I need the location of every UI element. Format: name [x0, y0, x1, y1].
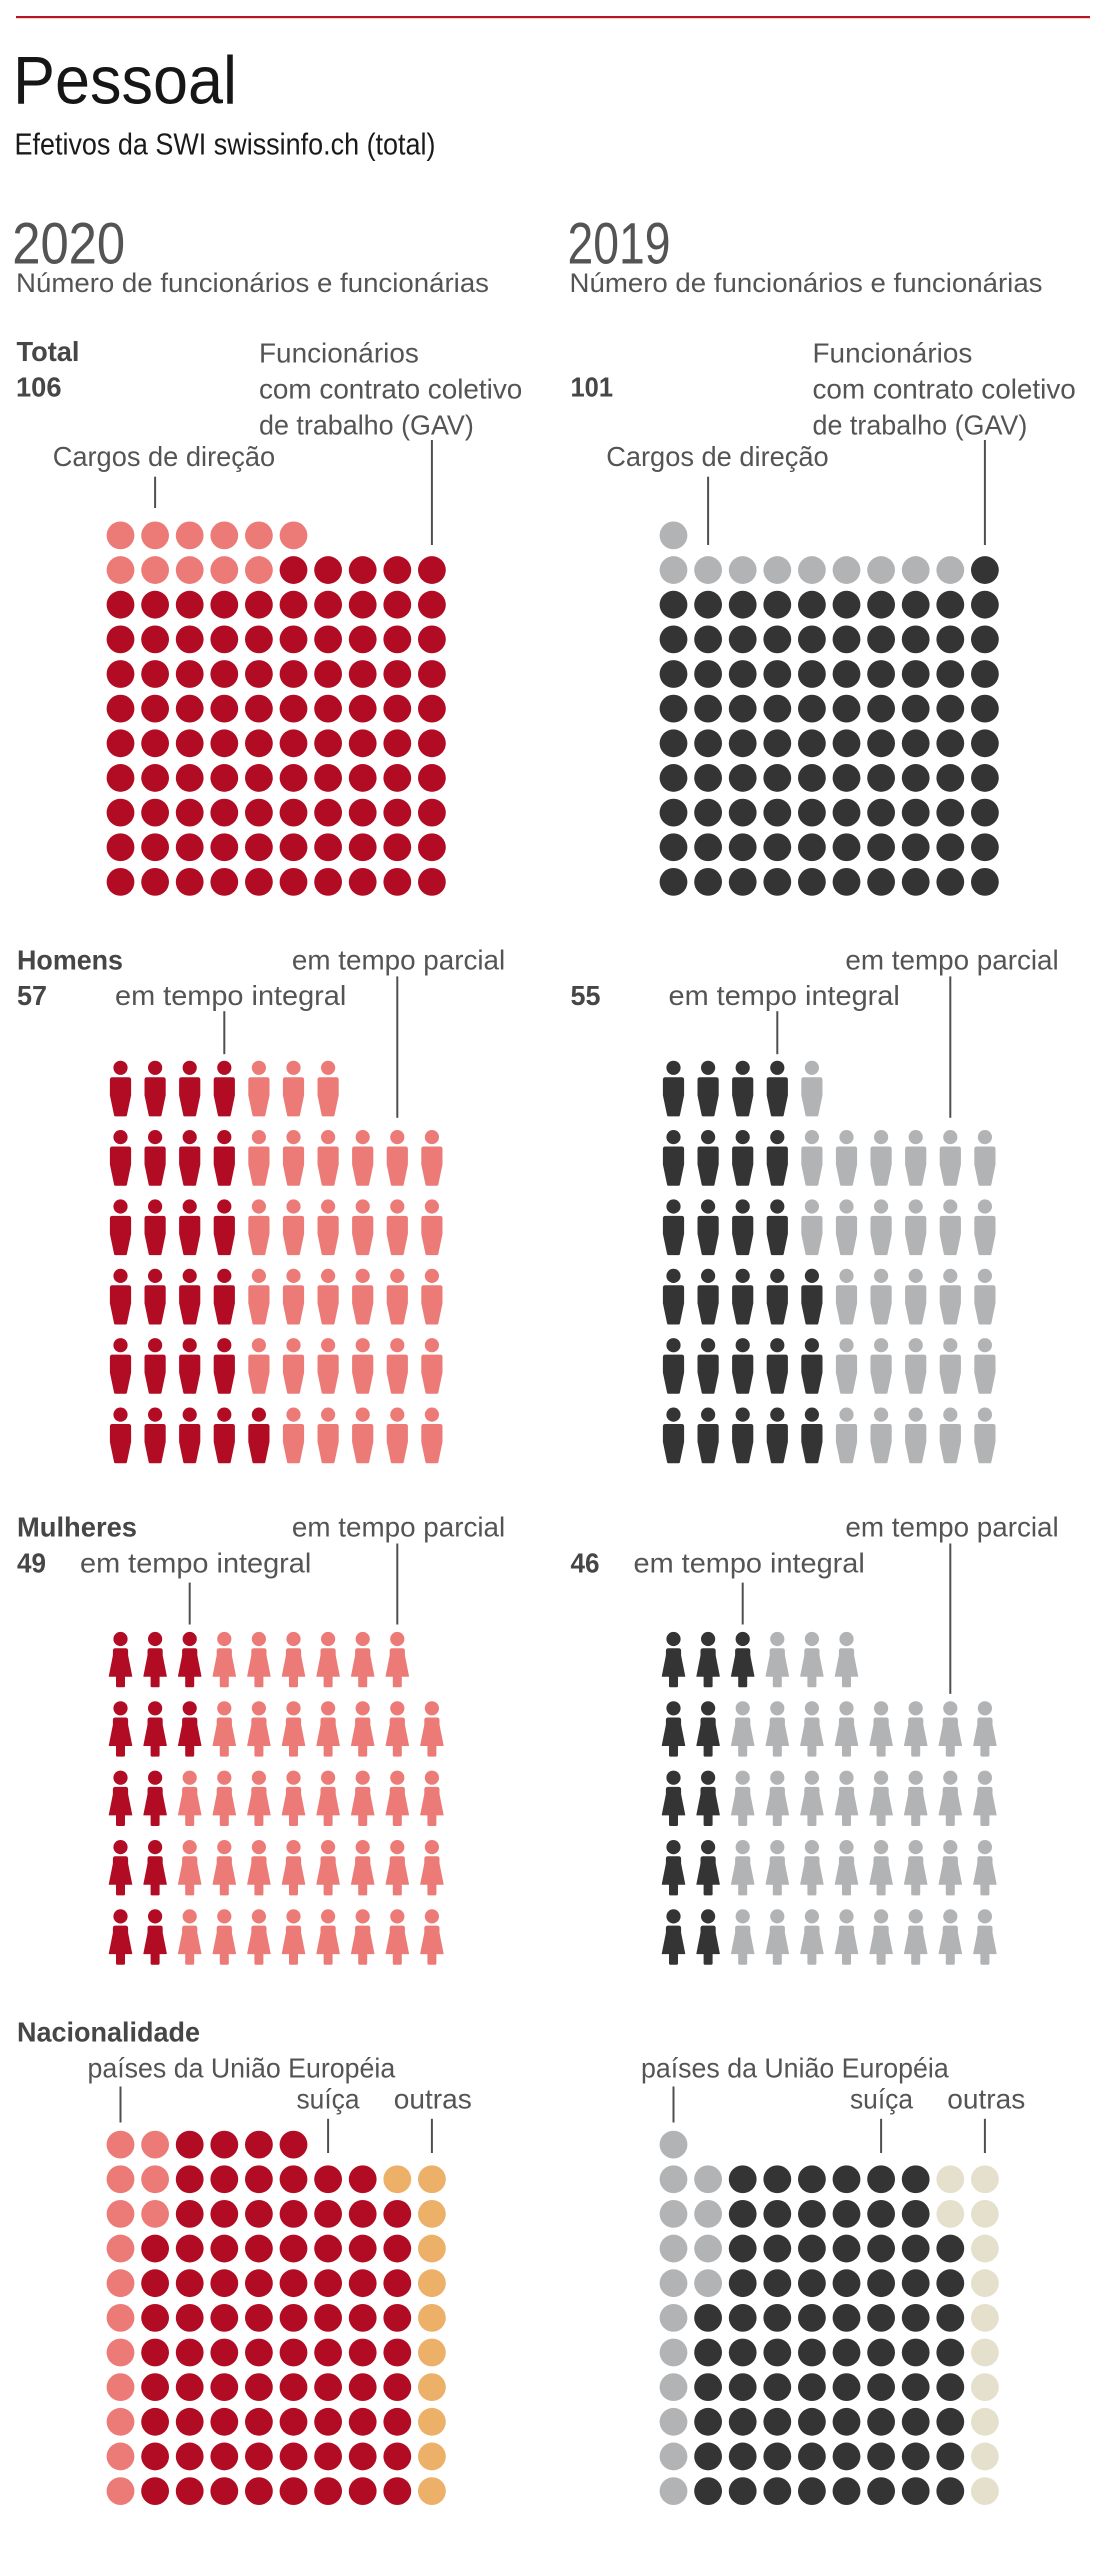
svg-text:Funcionários: Funcionários: [813, 338, 973, 369]
svg-text:Pessoal: Pessoal: [13, 42, 237, 118]
svg-text:em tempo integral: em tempo integral: [634, 1548, 865, 1579]
svg-text:Número de funcionários e funci: Número de funcionários e funcionárias: [16, 268, 489, 298]
svg-text:Cargos de direção: Cargos de direção: [606, 441, 829, 472]
svg-text:2019: 2019: [568, 212, 671, 277]
svg-text:Cargos de direção: Cargos de direção: [53, 441, 276, 472]
svg-text:em tempo parcial: em tempo parcial: [845, 1512, 1058, 1543]
svg-text:em tempo parcial: em tempo parcial: [292, 1512, 505, 1543]
svg-text:com contrato coletivo: com contrato coletivo: [259, 374, 522, 405]
svg-text:101: 101: [571, 371, 614, 402]
svg-text:Efetivos da SWI swissinfo.ch (: Efetivos da SWI swissinfo.ch (total): [15, 127, 436, 162]
svg-text:outras: outras: [947, 2084, 1025, 2115]
svg-text:46: 46: [571, 1548, 600, 1579]
svg-text:Homens: Homens: [17, 945, 123, 976]
svg-text:Total: Total: [17, 336, 80, 367]
svg-text:em tempo parcial: em tempo parcial: [845, 945, 1058, 976]
svg-text:suíça: suíça: [297, 2084, 360, 2115]
svg-text:em tempo integral: em tempo integral: [115, 980, 346, 1011]
svg-text:países da União Européia: países da União Européia: [88, 2053, 396, 2084]
svg-text:57: 57: [17, 980, 47, 1011]
svg-text:de trabalho (GAV): de trabalho (GAV): [813, 410, 1028, 441]
svg-text:em tempo integral: em tempo integral: [80, 1548, 311, 1579]
svg-text:em tempo integral: em tempo integral: [669, 980, 900, 1011]
svg-text:55: 55: [571, 980, 601, 1011]
svg-text:49: 49: [17, 1548, 46, 1579]
svg-text:Número de funcionários e funci: Número de funcionários e funcionárias: [570, 268, 1043, 298]
svg-text:106: 106: [16, 371, 62, 402]
svg-text:Nacionalidade: Nacionalidade: [17, 2017, 200, 2048]
svg-text:suíça: suíça: [850, 2084, 913, 2115]
svg-text:em tempo parcial: em tempo parcial: [292, 945, 505, 976]
svg-text:com contrato coletivo: com contrato coletivo: [813, 374, 1076, 405]
svg-text:outras: outras: [394, 2084, 472, 2115]
svg-text:2020: 2020: [12, 212, 125, 277]
svg-text:de trabalho (GAV): de trabalho (GAV): [259, 410, 474, 441]
svg-text:Funcionários: Funcionários: [259, 338, 419, 369]
svg-text:Mulheres: Mulheres: [17, 1512, 137, 1543]
svg-text:países da União Européia: países da União Européia: [641, 2053, 949, 2084]
